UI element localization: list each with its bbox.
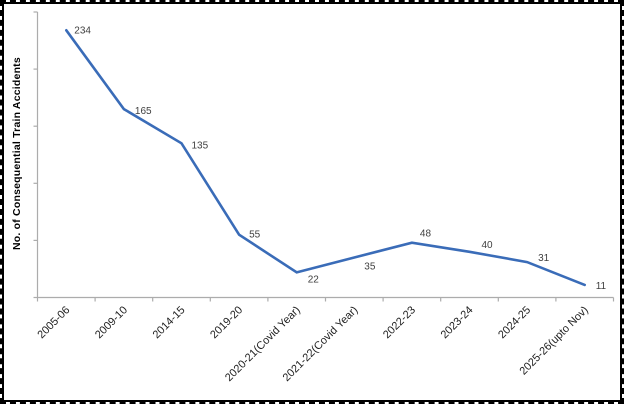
plot-area: 234 165 135 55 22 35 48 40 31 11 2005-06 2009-10 201… — [33, 11, 615, 384]
data-label: 40 — [482, 240, 494, 251]
data-label: 234 — [74, 25, 91, 36]
x-axis-label: 2023-24 — [439, 304, 476, 341]
data-label: 48 — [420, 229, 432, 240]
y-axis-title: No. of Consequential Train Accidents — [11, 57, 23, 251]
x-axis-label: 2024-25 — [496, 304, 533, 341]
x-axis-label: 2014-15 — [151, 304, 188, 341]
data-label: 22 — [308, 274, 320, 285]
series-line — [64, 28, 587, 287]
data-label: 165 — [135, 106, 152, 117]
data-label: 35 — [364, 262, 376, 273]
x-axis-label: 2009-10 — [93, 304, 130, 341]
data-label: 135 — [192, 140, 209, 151]
data-label: 55 — [249, 230, 261, 241]
x-axis-label: 2019-20 — [208, 304, 245, 341]
data-label: 11 — [596, 281, 607, 292]
data-label: 31 — [538, 253, 550, 264]
x-axis-label: 2022-23 — [381, 304, 418, 341]
x-axis-label: 2005-06 — [35, 304, 72, 341]
